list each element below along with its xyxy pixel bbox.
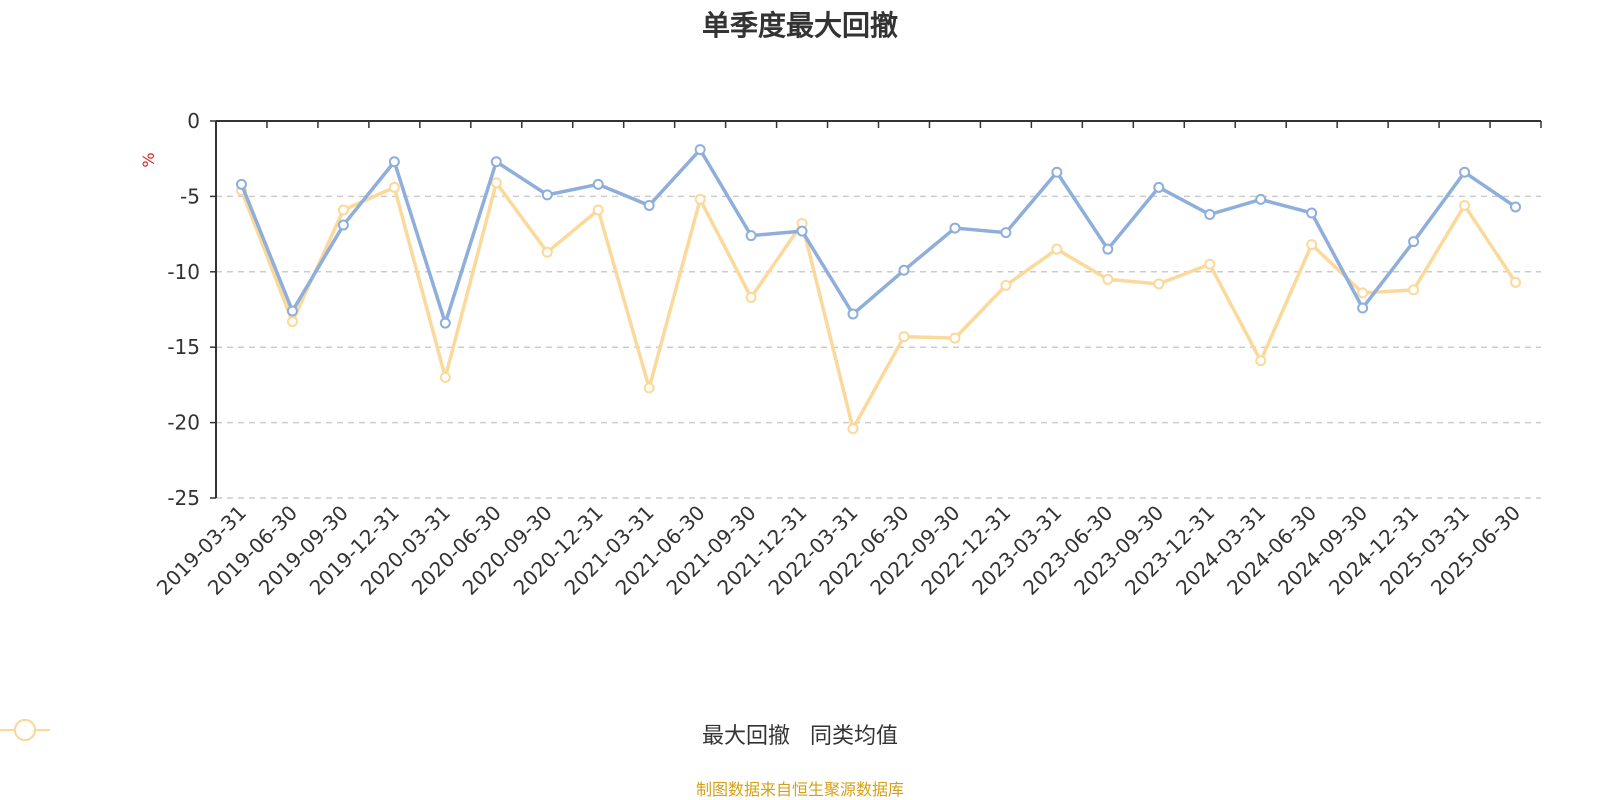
data-point[interactable] [1000,279,1012,291]
data-point[interactable] [847,308,859,320]
data-point[interactable] [592,178,604,190]
data-point[interactable] [1204,208,1216,220]
data-point[interactable] [490,156,502,168]
legend-label: 同类均值 [810,724,899,749]
data-point[interactable] [898,264,910,276]
data-point[interactable] [796,225,808,237]
grid-lines [216,195,1541,499]
data-point[interactable] [745,230,757,242]
data-point[interactable] [1153,278,1165,290]
y-tick-label: -10 [167,260,200,284]
data-point[interactable] [337,204,349,216]
data-point[interactable] [1510,276,1522,288]
legend-marker-icon [0,719,50,741]
data-point[interactable] [1306,239,1318,251]
data-point[interactable] [286,316,298,328]
data-point[interactable] [490,177,502,189]
data-point[interactable] [286,305,298,317]
y-tick-label: 0 [187,109,200,133]
data-point[interactable] [643,199,655,211]
data-point[interactable] [694,144,706,156]
data-point[interactable] [1459,199,1471,211]
axes: 0-5-10-15-20-252019-03-312019-06-302019-… [152,109,1542,600]
series-line [239,181,1517,431]
data-point[interactable] [1051,166,1063,178]
data-point[interactable] [592,204,604,216]
data-source-note: 制图数据来自恒生聚源数据库 [695,780,904,799]
data-point[interactable] [235,178,247,190]
legend-label: 最大回撤 [701,724,790,749]
legend-item-max-drawdown[interactable]: 最大回撤 [0,718,790,750]
data-point[interactable] [643,382,655,394]
series-peer-average [235,177,1522,435]
data-point[interactable] [388,156,400,168]
y-tick-label: -25 [167,486,200,510]
series-line [239,147,1517,325]
data-point[interactable] [1510,201,1522,213]
data-point[interactable] [1153,181,1165,193]
data-point[interactable] [388,181,400,193]
data-point[interactable] [847,423,859,435]
data-point[interactable] [898,331,910,343]
y-axis-unit-label: % [139,152,158,167]
data-point[interactable] [1255,193,1267,205]
data-point[interactable] [541,189,553,201]
data-point[interactable] [1408,236,1420,248]
series-max-drawdown [235,144,1522,329]
data-point[interactable] [439,371,451,383]
data-point[interactable] [439,317,451,329]
data-point[interactable] [1102,243,1114,255]
legend: 最大回撤 同类均值 [0,718,1600,750]
data-point[interactable] [1102,273,1114,285]
data-point[interactable] [541,246,553,258]
data-point[interactable] [337,219,349,231]
data-point[interactable] [1306,207,1318,219]
data-point[interactable] [949,222,961,234]
data-point[interactable] [745,291,757,303]
data-point[interactable] [1255,355,1267,367]
data-point[interactable] [1204,258,1216,270]
legend-item-peer-average[interactable]: 同类均值 [0,718,899,750]
data-point[interactable] [1357,302,1369,314]
data-point[interactable] [949,332,961,344]
chart-title: 单季度最大回撤 [701,9,898,42]
data-point[interactable] [1000,227,1012,239]
y-tick-label: -5 [180,184,200,208]
data-point[interactable] [1408,284,1420,296]
data-point[interactable] [1357,287,1369,299]
y-tick-label: -15 [167,335,200,359]
y-tick-label: -20 [167,411,200,435]
data-point[interactable] [1459,166,1471,178]
data-point[interactable] [1051,243,1063,255]
series-layer [235,144,1522,435]
data-point[interactable] [694,193,706,205]
